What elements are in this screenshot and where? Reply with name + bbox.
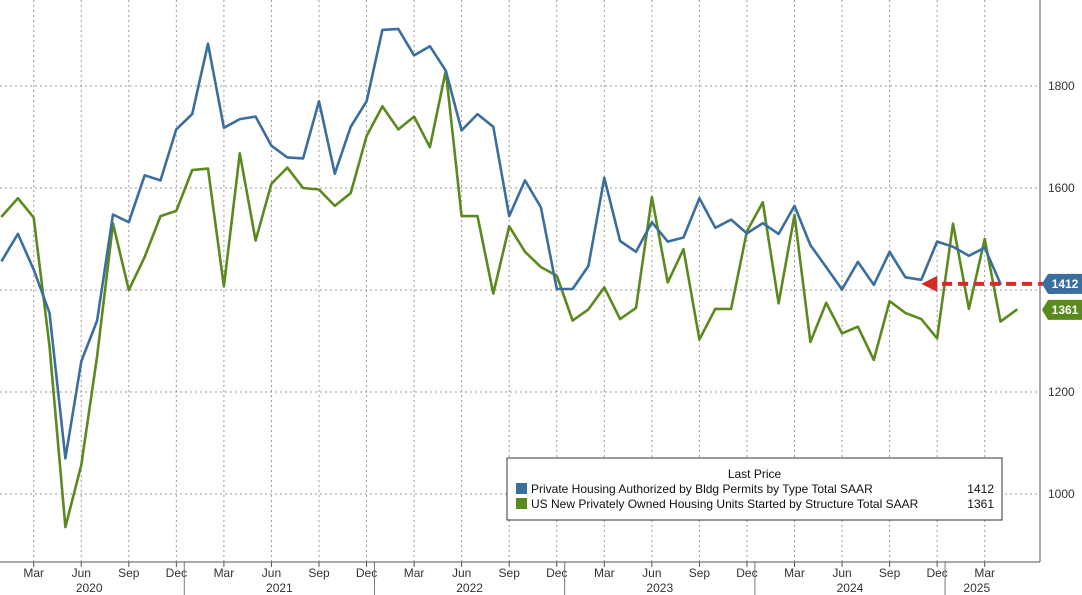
x-tick-label: Sep <box>689 566 711 580</box>
x-tick-label: Mar <box>214 566 235 580</box>
x-tick-label: Jun <box>642 566 661 580</box>
x-tick-label: Sep <box>879 566 901 580</box>
x-tick-label: Mar <box>23 566 44 580</box>
legend-entry-label: US New Privately Owned Housing Units Sta… <box>531 497 919 511</box>
x-tick-label: Mar <box>594 566 615 580</box>
last-value-badge <box>1042 273 1082 294</box>
x-tick-label: Jun <box>832 566 851 580</box>
y-tick-label: 1000 <box>1048 487 1075 501</box>
x-tick-label: Mar <box>404 566 425 580</box>
last-value-badge-label: 1361 <box>1052 303 1079 317</box>
y-tick-label: 1200 <box>1048 385 1075 399</box>
year-label: 2021 <box>266 581 293 595</box>
annotation-arrowhead <box>921 275 938 292</box>
last-value-badge-label: 1412 <box>1052 277 1079 291</box>
series-line <box>0 27 1002 460</box>
legend-entry-value: 1361 <box>967 497 994 511</box>
x-tick-label: Dec <box>736 566 757 580</box>
x-tick-label: Jun <box>452 566 471 580</box>
series-layer <box>0 27 1018 529</box>
x-tick-label: Dec <box>356 566 377 580</box>
x-tick-label: Dec <box>166 566 187 580</box>
x-tick-label: Mar <box>974 566 995 580</box>
x-tick-label: Sep <box>499 566 521 580</box>
x-tick-label: Dec <box>926 566 947 580</box>
legend-box <box>506 457 1003 521</box>
year-label: 2024 <box>837 581 864 595</box>
year-label: 2020 <box>76 581 103 595</box>
series-line <box>0 69 1018 529</box>
x-tick-label: Sep <box>308 566 330 580</box>
x-tick-label: Sep <box>118 566 140 580</box>
legend-entry-label: Private Housing Authorized by Bldg Permi… <box>531 482 873 496</box>
legend-swatch <box>516 483 527 494</box>
x-tick-label: Dec <box>546 566 567 580</box>
legend-entry-value: 1412 <box>967 482 994 496</box>
x-tick-label: Mar <box>784 566 805 580</box>
x-tick-label: Jun <box>262 566 281 580</box>
year-label: 2023 <box>646 581 673 595</box>
legend-swatch <box>516 498 527 509</box>
last-value-badge <box>1042 299 1082 320</box>
legend-title: Last Price <box>728 467 782 481</box>
x-tick-label: Jun <box>72 566 91 580</box>
year-label: 2025 <box>963 581 990 595</box>
year-label: 2022 <box>456 581 483 595</box>
last-value-badges: 1412 1361 <box>1042 273 1082 320</box>
y-tick-label: 1800 <box>1048 79 1075 93</box>
y-tick-label: 1600 <box>1048 181 1075 195</box>
